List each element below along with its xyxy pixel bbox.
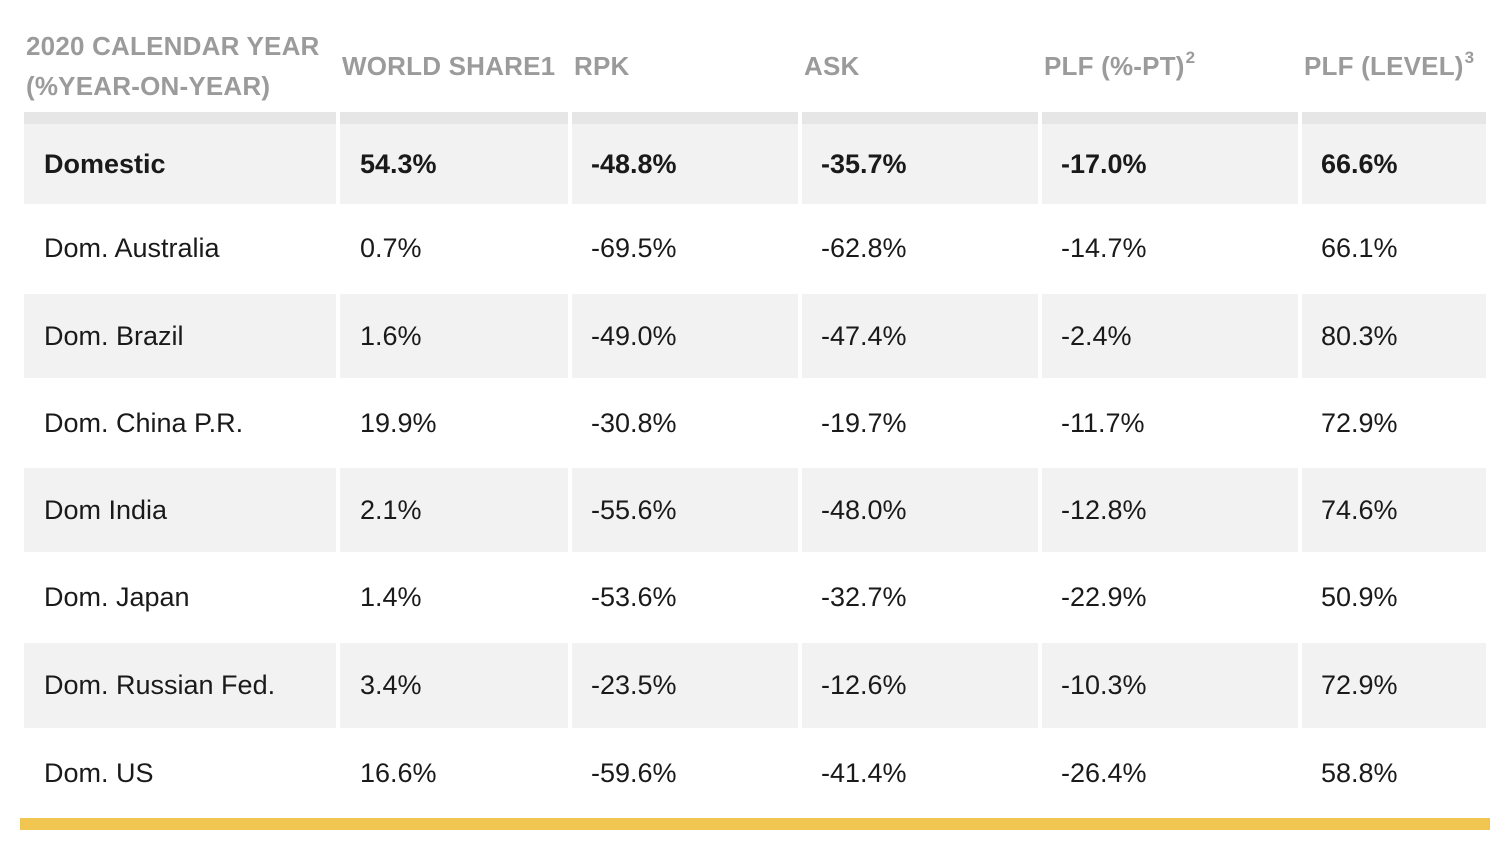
header-plf-pt-label: PLF (%-PT) [1044, 51, 1185, 81]
cell-region: Dom. Japan [44, 581, 190, 612]
cell-world-share: 2.1% [360, 494, 422, 525]
cell-plf-pt: -14.7% [1061, 232, 1147, 263]
cell-world-share: 0.7% [360, 232, 422, 263]
cell-plf-pt: -26.4% [1061, 757, 1147, 788]
cell-ask: -32.7% [821, 581, 907, 612]
cell-ask: -35.7% [821, 148, 907, 179]
cell-ask: -47.4% [821, 320, 907, 351]
cell-plf-level: 72.9% [1321, 407, 1398, 438]
cell-rpk: -69.5% [591, 232, 677, 263]
cell-region: Dom. Brazil [44, 320, 184, 351]
cell-plf-level: 66.6% [1321, 148, 1398, 179]
cell-rpk: -49.0% [591, 320, 677, 351]
cell-plf-pt: -22.9% [1061, 581, 1147, 612]
header-divider [24, 112, 1486, 124]
cell-ask: -19.7% [821, 407, 907, 438]
cell-world-share: 3.4% [360, 670, 422, 700]
cell-plf-level: 74.6% [1321, 494, 1398, 525]
cell-world-share: 16.6% [360, 757, 437, 788]
cell-plf-pt: -17.0% [1061, 148, 1147, 179]
cell-ask: -62.8% [821, 232, 907, 263]
header-plf-level-footnote: 3 [1464, 48, 1475, 67]
cell-plf-pt: -12.8% [1061, 494, 1147, 525]
cell-region: Dom. Russian Fed. [44, 670, 276, 700]
cell-ask: -41.4% [821, 757, 907, 788]
cell-world-share: 1.6% [360, 320, 422, 351]
cell-region: Dom. US [44, 757, 154, 788]
header-plf-pt: PLF (%-PT)2 [1044, 0, 1298, 112]
table-row: Dom. Brazil 1.6% -49.0% -47.4% -2.4% 80.… [24, 294, 1486, 378]
cell-plf-level: 72.9% [1321, 670, 1398, 700]
cell-world-share: 54.3% [360, 148, 437, 179]
cell-plf-level: 80.3% [1321, 320, 1398, 351]
header-world-share: WORLD SHARE1 [342, 51, 556, 81]
header-rpk: RPK [574, 51, 630, 81]
table-row: Dom. Russian Fed. 3.4% -23.5% -12.6% -10… [24, 643, 1486, 728]
cell-rpk: -59.6% [591, 757, 677, 788]
cell-rpk: -30.8% [591, 407, 677, 438]
table-row: Domestic 54.3% -48.8% -35.7% -17.0% 66.6… [24, 124, 1486, 204]
table-row: Dom India 2.1% -55.6% -48.0% -12.8% 74.6… [24, 468, 1486, 552]
header-ask: ASK [804, 51, 860, 81]
cell-rpk: -23.5% [591, 670, 677, 700]
header-calendar-year-line2: (%YEAR-ON-YEAR) [26, 71, 271, 101]
cell-region: Dom India [44, 494, 168, 525]
cell-rpk: -55.6% [591, 494, 677, 525]
cell-plf-pt: -10.3% [1061, 670, 1147, 700]
cell-plf-level: 66.1% [1321, 232, 1398, 263]
cell-world-share: 19.9% [360, 407, 437, 438]
header-plf-pt-footnote: 2 [1185, 48, 1196, 67]
header-plf-level-label: PLF (LEVEL) [1304, 51, 1464, 81]
table-row: Dom. Japan 1.4% -53.6% -32.7% -22.9% 50.… [24, 554, 1486, 640]
cell-plf-pt: -11.7% [1061, 407, 1145, 438]
table-row: Dom. US 16.6% -59.6% -41.4% -26.4% 58.8% [24, 730, 1486, 816]
cell-region: Domestic [44, 148, 166, 179]
table-row: Dom. Australia 0.7% -69.5% -62.8% -14.7%… [24, 204, 1486, 292]
cell-rpk: -53.6% [591, 581, 677, 612]
table-row: Dom. China P.R. 19.9% -30.8% -19.7% -11.… [24, 380, 1486, 466]
header-calendar-year: 2020 CALENDAR YEAR (%YEAR-ON-YEAR) [26, 0, 336, 112]
cell-ask: -12.6% [821, 670, 907, 700]
cell-rpk: -48.8% [591, 148, 677, 179]
table-footer-accent-bar [20, 818, 1490, 830]
cell-world-share: 1.4% [360, 581, 422, 612]
cell-plf-level: 50.9% [1321, 581, 1398, 612]
cell-plf-pt: -2.4% [1061, 320, 1132, 351]
header-plf-level: PLF (LEVEL)3 [1304, 0, 1494, 112]
cell-ask: -48.0% [821, 494, 907, 525]
cell-plf-level: 58.8% [1321, 757, 1398, 788]
header-calendar-year-line1: 2020 CALENDAR YEAR [26, 31, 320, 61]
cell-region: Dom. China P.R. [44, 407, 244, 438]
cell-region: Dom. Australia [44, 232, 220, 263]
